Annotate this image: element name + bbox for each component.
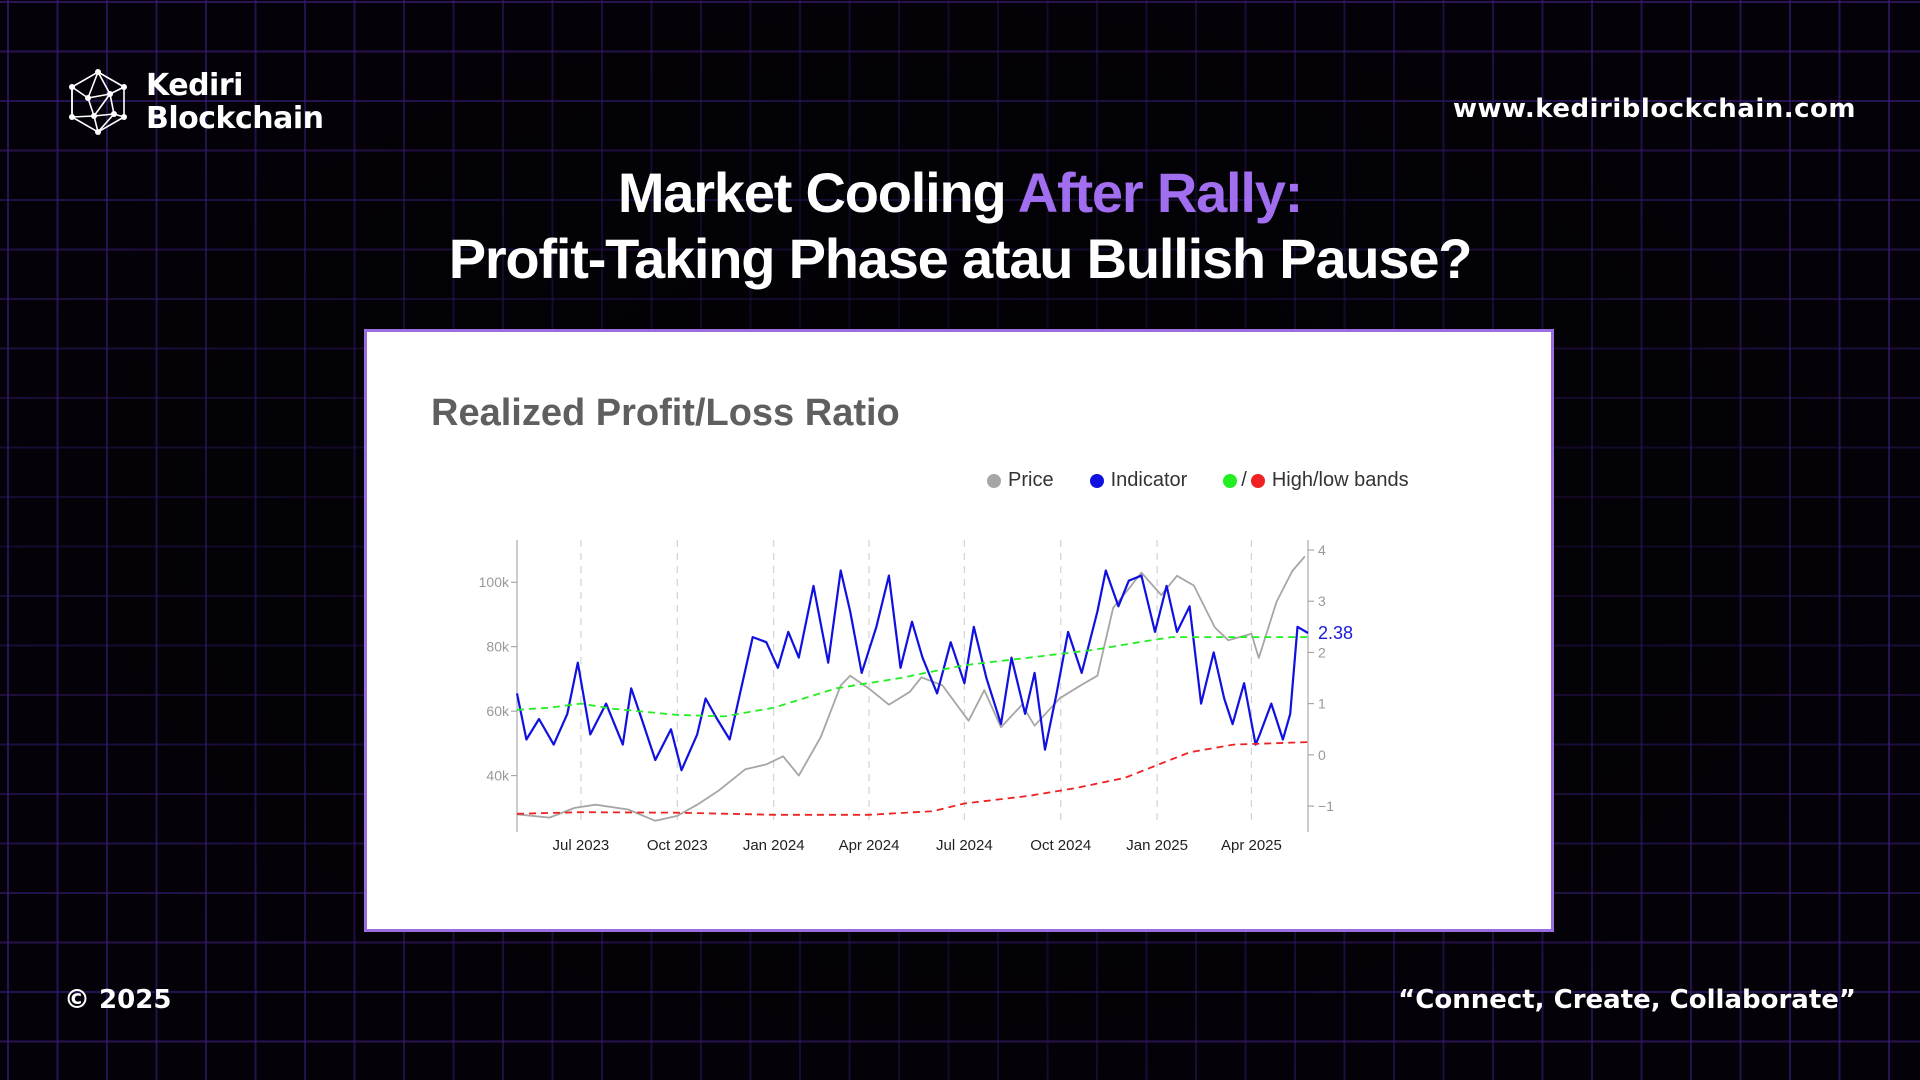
legend-label-indicator: Indicator <box>1110 469 1188 491</box>
y-right-tick-label: 2 <box>1318 644 1326 660</box>
y-left-tick-label: 80k <box>486 639 510 655</box>
legend-dot-price <box>987 473 1001 488</box>
y-left-tick-label: 40k <box>486 768 510 784</box>
legend-label-price: Price <box>1008 469 1054 491</box>
y-left-tick-label: 60k <box>486 703 510 719</box>
indicator-line <box>515 569 1309 772</box>
title-line1: Market Cooling After Rally: <box>0 160 1920 226</box>
copyright: © 2025 <box>64 985 172 1015</box>
tagline: “Connect, Create, Collaborate” <box>1398 985 1856 1015</box>
network-globe-icon <box>69 69 127 135</box>
legend-slash: / <box>1241 469 1247 491</box>
brand-name-line1: Kediri <box>146 68 243 103</box>
price-line <box>516 555 1306 822</box>
indicator-last-value-label: 2.38 <box>1318 623 1353 643</box>
website-url[interactable]: www.kediriblockchain.com <box>1453 94 1856 124</box>
x-tick-label: Apr 2025 <box>1221 837 1282 854</box>
y-right-tick-label: 4 <box>1318 542 1326 558</box>
y-right-tick-label: 3 <box>1318 593 1326 609</box>
brand-logo: Kediri Blockchain <box>64 68 324 136</box>
chart-card: Realized Profit/Loss Ratio Price Indicat… <box>364 329 1554 932</box>
x-tick-label: Apr 2024 <box>839 837 900 854</box>
high-band-line <box>516 636 1308 718</box>
y-left-tick-label: 100k <box>479 574 510 590</box>
title-line1-accent: After Rally: <box>1017 161 1304 224</box>
page-title: Market Cooling After Rally: Profit-Takin… <box>0 160 1920 292</box>
legend-dot-high-band <box>1223 473 1238 488</box>
title-line1-main: Market Cooling <box>617 161 1018 224</box>
y-right-tick-label: 1 <box>1318 696 1326 712</box>
x-tick-label: Oct 2023 <box>647 837 708 854</box>
legend-item-indicator: Indicator <box>1089 469 1188 492</box>
brand-name: Kediri Blockchain <box>146 69 324 135</box>
brand-name-line2: Blockchain <box>146 101 324 136</box>
x-tick-label: Jul 2023 <box>553 837 610 854</box>
chart-plot: Jul 2023 Oct 2023 Jan 2024 Apr 2024 Jul 2024… <box>479 540 1353 854</box>
y-right-tick-label: −1 <box>1318 798 1334 814</box>
x-tick-label: Jan 2025 <box>1126 837 1188 854</box>
x-tick-label: Jul 2024 <box>936 837 993 854</box>
low-band-line <box>516 741 1309 816</box>
y-right-tick-label: 0 <box>1318 747 1326 763</box>
legend-dot-indicator <box>1089 473 1104 488</box>
x-tick-label: Jan 2024 <box>743 837 805 854</box>
legend-dot-low-band <box>1250 473 1265 488</box>
chart-title: Realized Profit/Loss Ratio <box>431 392 900 434</box>
x-tick-label: Oct 2024 <box>1030 837 1091 854</box>
legend-item-bands: / High/low bands <box>1223 469 1409 492</box>
chart-legend: Price Indicator / High/low bands <box>987 469 1409 492</box>
legend-item-price: Price <box>987 469 1054 492</box>
legend-label-bands: High/low bands <box>1271 469 1409 491</box>
title-line2: Profit-Taking Phase atau Bullish Pause? <box>448 227 1473 290</box>
